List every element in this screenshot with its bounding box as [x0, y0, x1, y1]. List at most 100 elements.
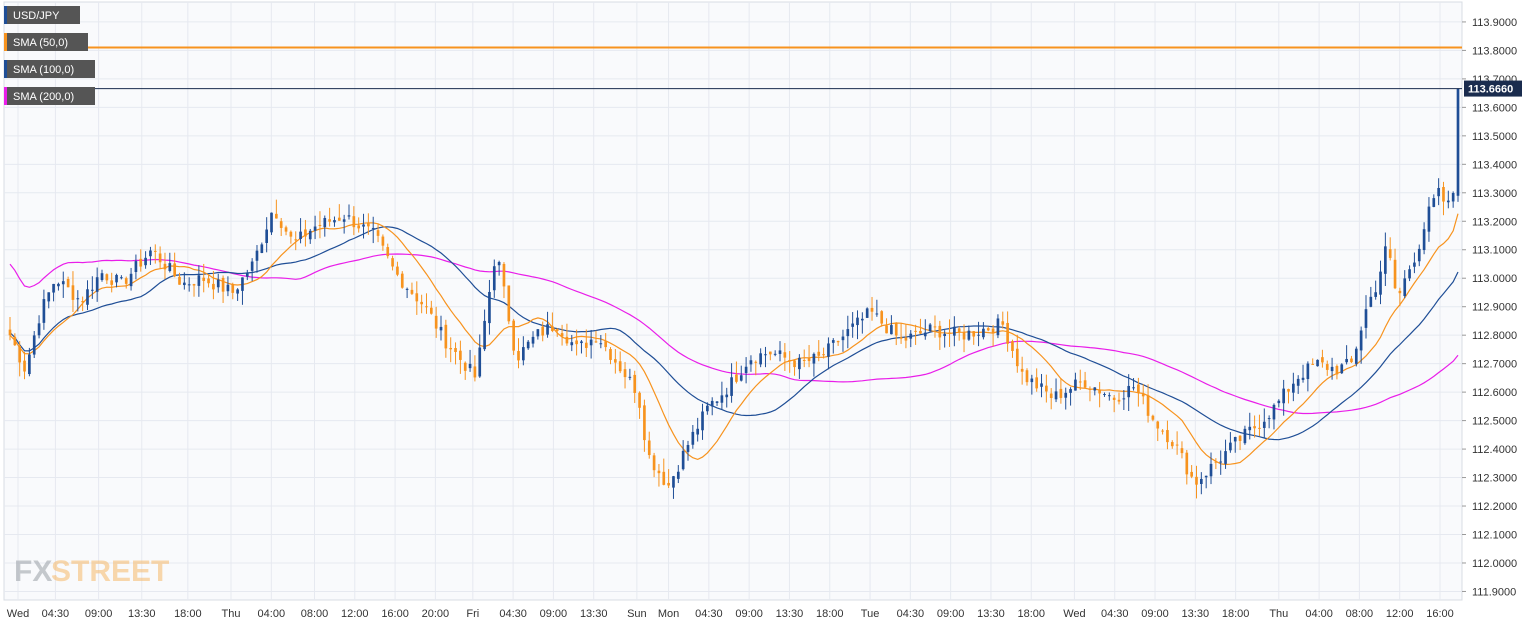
candle — [328, 207, 331, 227]
candle — [115, 273, 118, 288]
logo-street-text: STREET — [51, 555, 169, 588]
candle — [308, 228, 312, 244]
candle — [938, 320, 942, 350]
candle — [1151, 414, 1155, 422]
candle — [1248, 412, 1252, 440]
candle — [502, 262, 506, 299]
candle — [434, 306, 438, 338]
candle — [710, 397, 714, 416]
candle — [817, 340, 821, 362]
candle — [662, 458, 666, 486]
candle — [86, 280, 89, 311]
candle — [1359, 326, 1363, 364]
candle — [686, 440, 690, 461]
candle — [386, 243, 390, 259]
legend-sma-50[interactable]: SMA (50,0) — [4, 33, 88, 51]
candle — [61, 271, 65, 298]
candle — [1427, 197, 1431, 242]
candle — [32, 331, 36, 359]
candle — [1166, 420, 1169, 450]
candle — [599, 335, 603, 349]
candle — [836, 340, 840, 346]
candle — [1325, 360, 1329, 376]
candle — [231, 282, 235, 300]
candle — [1437, 178, 1440, 206]
candle — [1350, 355, 1353, 363]
sma-200-path — [9, 253, 1459, 415]
candle — [265, 217, 269, 253]
x-tick-label: 12:00 — [1386, 608, 1414, 620]
candle — [667, 469, 670, 489]
x-tick-label: 13:30 — [1182, 608, 1210, 620]
candle — [1074, 372, 1077, 391]
candle — [454, 342, 457, 365]
y-tick-label: 112.7000 — [1472, 359, 1517, 371]
candle — [560, 324, 564, 346]
candle — [812, 352, 816, 377]
x-tick-label: 09:00 — [735, 608, 763, 620]
candle — [691, 424, 695, 449]
candle — [275, 199, 278, 219]
candle — [57, 282, 60, 291]
candle — [52, 283, 55, 302]
candle — [400, 271, 404, 289]
x-tick-label: 13:30 — [977, 608, 1005, 620]
candle — [507, 285, 511, 325]
candle — [66, 276, 70, 288]
candle — [652, 452, 656, 478]
legend-instrument-label: USD/JPY — [13, 10, 60, 22]
candle — [788, 351, 792, 373]
legend-sma-100[interactable]: SMA (100,0) — [4, 60, 95, 78]
candle — [1049, 388, 1053, 410]
candle — [1345, 345, 1348, 365]
legend-sma-50-label: SMA (50,0) — [13, 37, 68, 49]
candle — [255, 245, 259, 273]
x-tick-label: Wed — [1063, 608, 1085, 620]
x-tick-label: 04:30 — [897, 608, 925, 620]
candle — [589, 329, 593, 359]
candle — [676, 465, 680, 484]
last-price-tag-bg — [1464, 80, 1522, 97]
candle — [643, 399, 646, 452]
candle — [124, 276, 128, 289]
candle — [919, 318, 922, 335]
candle — [706, 402, 709, 415]
candle — [986, 326, 990, 332]
candle — [1195, 465, 1198, 499]
candle — [405, 287, 409, 299]
candle — [221, 275, 225, 303]
candle — [541, 321, 545, 342]
candle — [953, 316, 956, 347]
candle — [1214, 458, 1218, 470]
candle — [957, 326, 961, 341]
candle — [1282, 379, 1285, 416]
candle — [962, 324, 966, 353]
x-tick-label: Thu — [1269, 608, 1288, 620]
candle — [657, 464, 661, 487]
candle — [381, 234, 385, 251]
candle — [357, 217, 361, 233]
candle — [856, 310, 859, 340]
candle — [609, 347, 612, 365]
legend-instrument[interactable]: USD/JPY — [4, 6, 80, 24]
candle — [1190, 465, 1193, 479]
y-tick-label: 112.4000 — [1472, 444, 1517, 456]
sma-200-line — [9, 253, 1459, 415]
candle — [798, 354, 801, 379]
x-tick-label: Thu — [222, 608, 241, 620]
candle — [420, 294, 423, 314]
x-tick-label: 09:00 — [85, 608, 113, 620]
candle — [1093, 387, 1097, 396]
candle — [807, 345, 811, 368]
candle — [410, 282, 414, 295]
candle — [851, 312, 854, 338]
candle — [149, 246, 152, 265]
candle — [720, 381, 724, 410]
candle — [1132, 378, 1135, 391]
candle — [1030, 374, 1034, 395]
candle — [1277, 399, 1281, 408]
candle — [270, 212, 273, 235]
legend-sma-200[interactable]: SMA (200,0) — [4, 87, 95, 105]
x-tick-label: 09:00 — [1141, 608, 1169, 620]
candle — [216, 273, 220, 293]
